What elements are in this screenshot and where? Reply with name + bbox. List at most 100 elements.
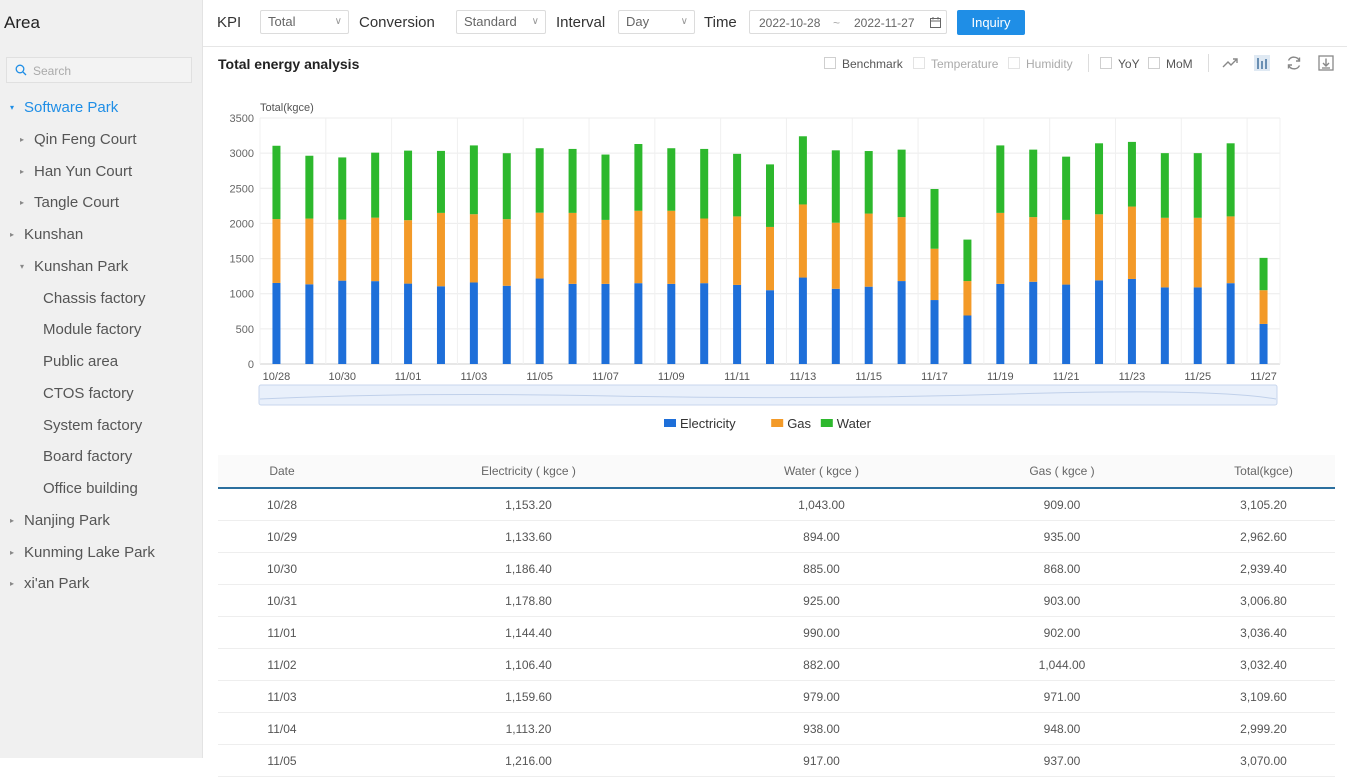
cell-gas: 909.00 bbox=[1043, 497, 1081, 512]
header-total: Total(kgce) bbox=[1234, 464, 1293, 478]
interval-select-value: Day bbox=[626, 14, 650, 29]
mom-checkbox[interactable]: MoM bbox=[1148, 57, 1193, 71]
temperature-checkbox[interactable]: Temperature bbox=[913, 57, 998, 71]
table-body: 10/28 1,153.20 1,043.00 909.00 3,105.20 10/29… bbox=[218, 489, 1335, 777]
x-tick-label: 11/07 bbox=[592, 371, 619, 383]
caret-down-icon[interactable]: ▾ bbox=[10, 103, 15, 112]
tree-item-label: Board factory bbox=[43, 448, 133, 466]
tree-item-label: CTOS factory bbox=[43, 384, 134, 402]
date-end[interactable]: 2022-11-27 bbox=[854, 16, 915, 30]
search-input[interactable] bbox=[31, 61, 185, 81]
checkbox-box[interactable] bbox=[1008, 57, 1020, 69]
checkbox-box[interactable] bbox=[824, 57, 836, 69]
line-chart-icon[interactable] bbox=[1222, 55, 1238, 71]
legend-label-gas: Gas bbox=[787, 416, 811, 431]
caret-right-icon[interactable]: ▸ bbox=[20, 134, 25, 144]
x-tick-label: 11/23 bbox=[1119, 371, 1146, 383]
bar-electricity bbox=[404, 283, 413, 364]
bar-water bbox=[930, 188, 939, 249]
y-tick-label: 1500 bbox=[230, 254, 254, 266]
bar-electricity bbox=[371, 281, 380, 364]
caret-right-icon[interactable]: ▸ bbox=[20, 198, 25, 208]
tree-item-office-building[interactable]: Office building bbox=[43, 479, 138, 499]
bar-chart-icon[interactable] bbox=[1254, 55, 1270, 71]
bar-gas bbox=[634, 210, 643, 284]
bar-water bbox=[1095, 143, 1104, 215]
caret-right-icon[interactable]: ▸ bbox=[10, 230, 15, 239]
bar-gas bbox=[371, 217, 380, 282]
legend-label-electricity: Electricity bbox=[680, 416, 736, 431]
tree-item-qin-feng-court[interactable]: ▸ Qin Feng Court bbox=[20, 130, 137, 150]
bar-gas bbox=[1029, 217, 1038, 282]
tree-item-nanjing-park[interactable]: ▸ Nanjing Park bbox=[10, 511, 110, 531]
cell-gas: 948.00 bbox=[1043, 721, 1081, 736]
tree-item-xi-an-park[interactable]: ▸ xi'an Park bbox=[10, 574, 89, 594]
bar-electricity bbox=[897, 281, 906, 364]
caret-right-icon[interactable]: ▸ bbox=[10, 579, 15, 589]
yoy-checkbox[interactable]: YoY bbox=[1100, 57, 1140, 71]
table-row: 10/29 1,133.60 894.00 935.00 2,962.60 bbox=[218, 521, 1335, 553]
cell-gas: 937.00 bbox=[1043, 753, 1081, 768]
tree-item-kunshan-park[interactable]: ▾ Kunshan Park bbox=[20, 257, 128, 277]
cell-electricity: 1,133.60 bbox=[505, 529, 552, 544]
y-tick-label: 2500 bbox=[230, 183, 254, 195]
humidity-checkbox[interactable]: Humidity bbox=[1008, 57, 1073, 71]
benchmark-checkbox[interactable]: Benchmark bbox=[824, 57, 903, 71]
caret-right-icon[interactable]: ▸ bbox=[10, 547, 15, 557]
checkbox-box[interactable] bbox=[1100, 57, 1112, 69]
tree-item-board-factory[interactable]: Board factory bbox=[43, 447, 132, 467]
download-icon[interactable] bbox=[1318, 55, 1334, 71]
caret-down-icon[interactable]: ▾ bbox=[20, 261, 25, 271]
tree-item-module-factory[interactable]: Module factory bbox=[43, 320, 141, 340]
cell-date: 10/28 bbox=[266, 497, 298, 512]
tree-item-kunming-lake-park[interactable]: ▸ Kunming Lake Park bbox=[10, 543, 155, 563]
bar-water bbox=[667, 148, 676, 211]
tree-item-ctos-factory[interactable]: CTOS factory bbox=[43, 384, 134, 404]
date-start[interactable]: 2022-10-28 bbox=[759, 16, 821, 30]
bar-electricity bbox=[1062, 284, 1071, 364]
cell-total: 2,962.60 bbox=[1240, 529, 1287, 544]
search-box[interactable] bbox=[6, 57, 192, 83]
caret-right-icon[interactable]: ▸ bbox=[10, 515, 15, 525]
header-date: Date bbox=[269, 464, 295, 478]
sidebar-title: Area bbox=[4, 13, 40, 32]
tree-item-chassis-factory[interactable]: Chassis factory bbox=[43, 289, 146, 309]
x-tick-label: 11/05 bbox=[526, 371, 553, 383]
refresh-icon[interactable] bbox=[1286, 55, 1302, 71]
kpi-select[interactable]: Total ∨ bbox=[260, 10, 349, 34]
bar-water bbox=[1226, 143, 1235, 217]
bar-water bbox=[798, 136, 807, 205]
tree-item-han-yun-court[interactable]: ▸ Han Yun Court bbox=[20, 162, 132, 182]
bar-electricity bbox=[1127, 278, 1136, 364]
interval-select[interactable]: Day ∨ bbox=[618, 10, 695, 34]
x-tick-label: 11/09 bbox=[658, 371, 685, 383]
interval-label: Interval bbox=[556, 14, 606, 31]
bar-gas bbox=[930, 248, 939, 301]
conversion-select[interactable]: Standard ∨ bbox=[456, 10, 546, 34]
cell-water: 925.00 bbox=[803, 593, 840, 608]
cell-gas: 1,044.00 bbox=[1038, 657, 1086, 672]
inquiry-button[interactable]: Inquiry bbox=[957, 10, 1025, 35]
tree-item-public-area[interactable]: Public area bbox=[43, 352, 118, 372]
checkbox-box[interactable] bbox=[1148, 57, 1160, 69]
tree-item-label: xi'an Park bbox=[24, 575, 90, 593]
cell-date: 11/01 bbox=[267, 625, 297, 640]
cell-date: 10/30 bbox=[266, 561, 298, 576]
x-tick-label: 10/30 bbox=[328, 371, 356, 383]
bar-electricity bbox=[272, 282, 281, 364]
tree-item-tangle-court[interactable]: ▸ Tangle Court bbox=[20, 193, 119, 213]
cell-gas: 902.00 bbox=[1043, 625, 1081, 640]
bar-electricity bbox=[831, 288, 840, 364]
cell-gas: 868.00 bbox=[1043, 561, 1081, 576]
checkbox-box[interactable] bbox=[913, 57, 925, 69]
tree-item-software-park[interactable]: ▾ Software Park bbox=[10, 98, 118, 118]
date-range-picker[interactable]: 2022-10-28 ~ 2022-11-27 bbox=[749, 10, 947, 34]
bar-water bbox=[305, 155, 314, 219]
cell-water: 894.00 bbox=[803, 529, 840, 544]
tree-item-kunshan[interactable]: ▸ Kunshan bbox=[10, 225, 83, 245]
cell-electricity: 1,216.00 bbox=[505, 753, 552, 768]
caret-right-icon[interactable]: ▸ bbox=[20, 166, 25, 176]
tree-item-system-factory[interactable]: System factory bbox=[43, 416, 142, 436]
bar-electricity bbox=[667, 283, 676, 364]
calendar-icon bbox=[930, 17, 941, 28]
